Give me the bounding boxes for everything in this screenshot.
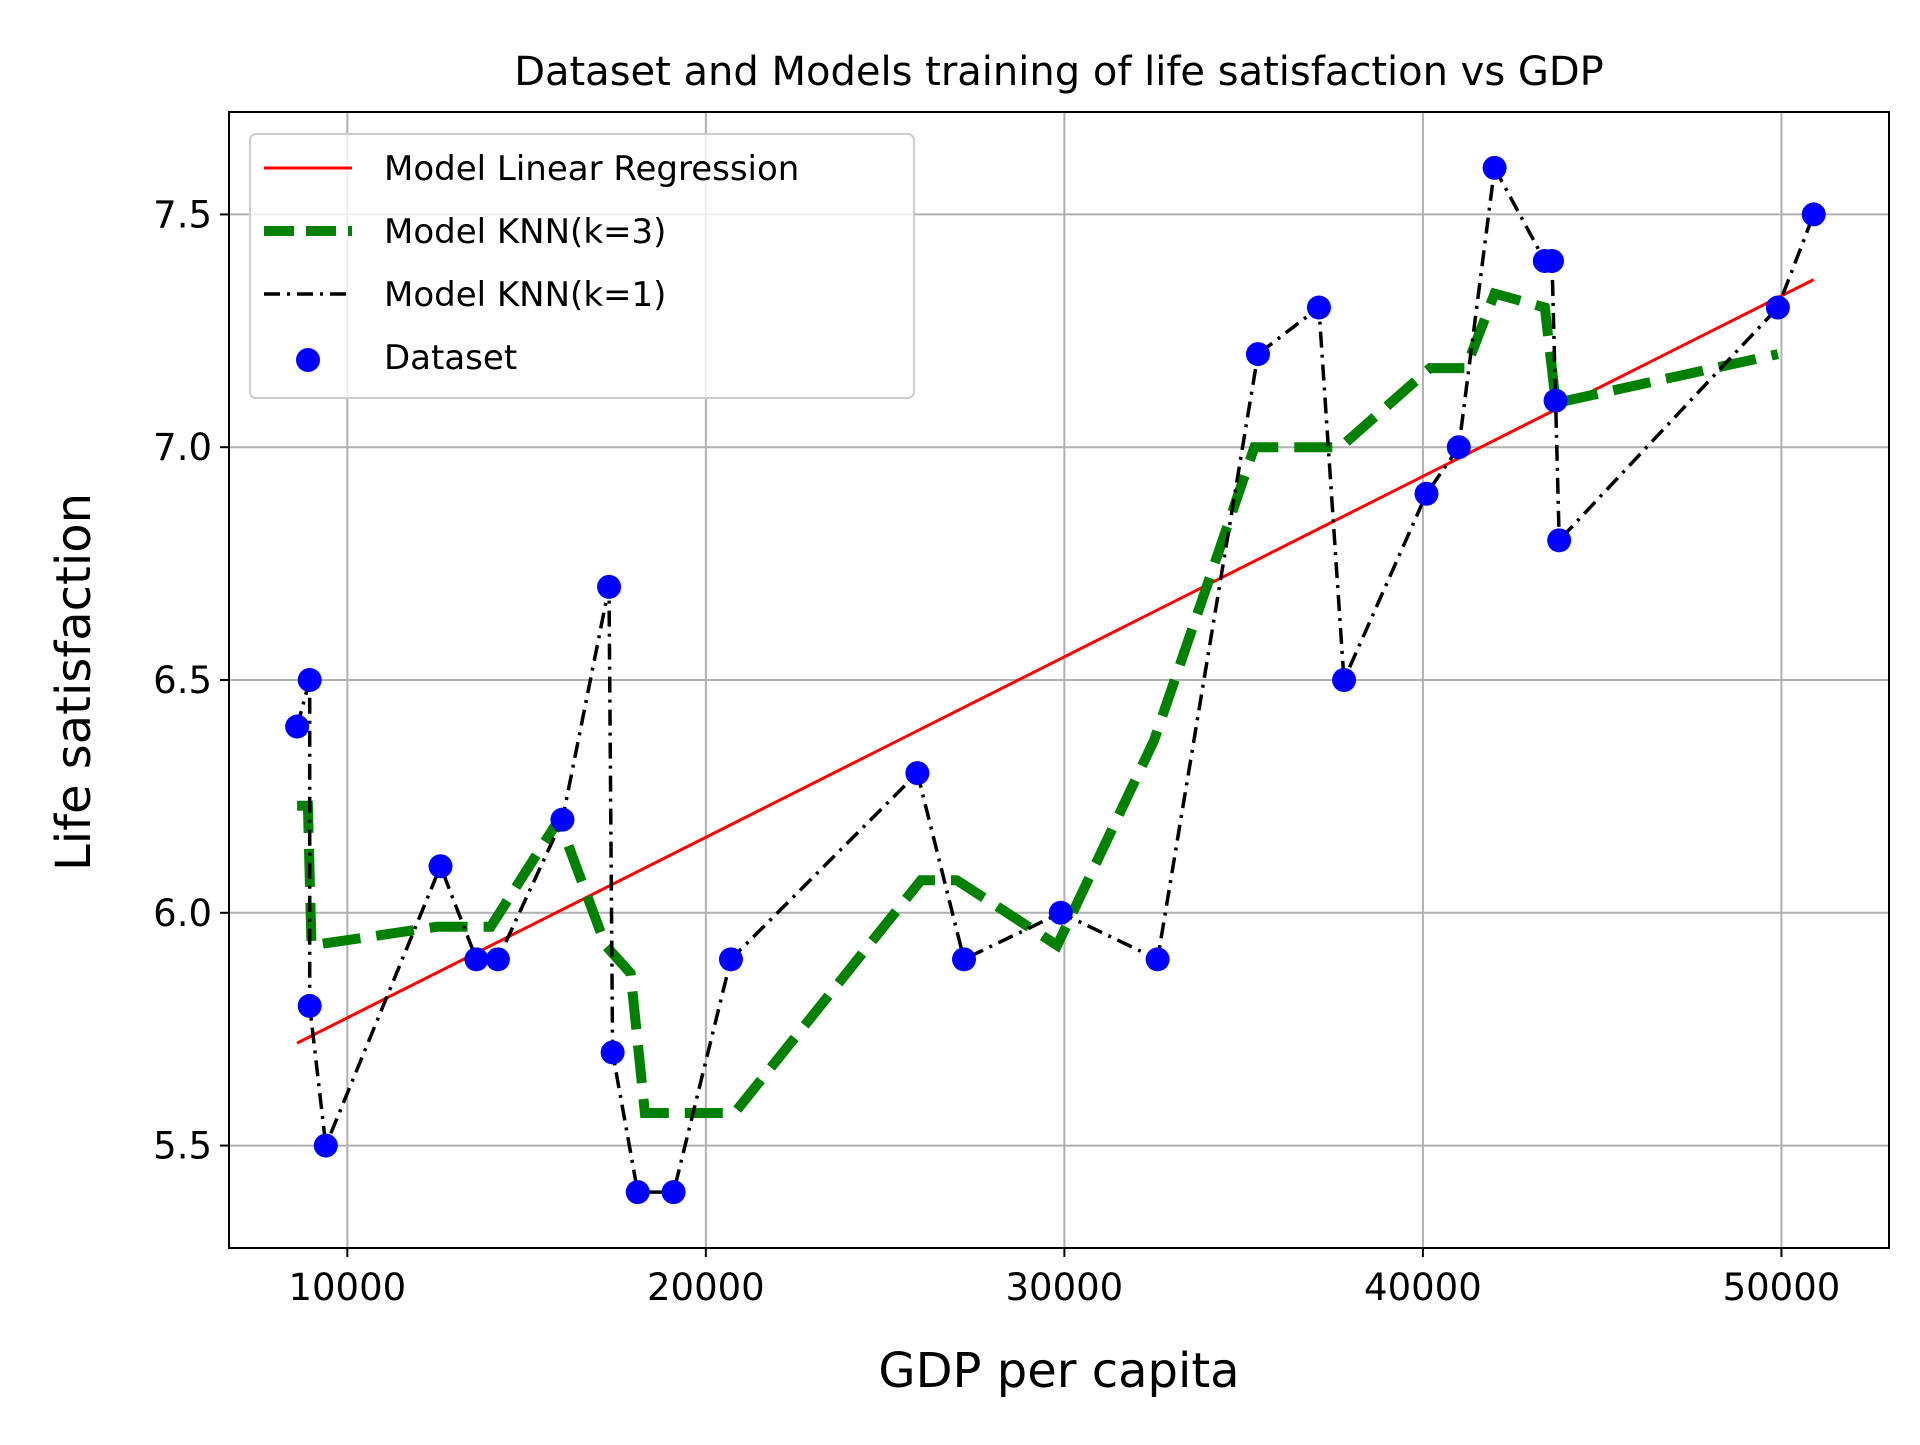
legend: Model Linear Regression Model KNN(k=3) Mod… bbox=[249, 133, 915, 399]
dataset-point bbox=[550, 807, 575, 832]
dataset-point bbox=[1482, 155, 1507, 180]
dataset-point bbox=[661, 1180, 686, 1205]
chart-title: Dataset and Models training of life sati… bbox=[514, 49, 1604, 95]
x-tick-label: 10000 bbox=[288, 1266, 406, 1309]
dataset-point bbox=[297, 668, 322, 692]
legend-label: Model KNN(k=1) bbox=[384, 275, 666, 315]
dataset-point bbox=[1539, 248, 1564, 273]
y-tick-label: 7.0 bbox=[153, 426, 212, 469]
dataset-point bbox=[485, 947, 510, 972]
dataset-point bbox=[1801, 202, 1826, 227]
dataset-point bbox=[1048, 900, 1073, 925]
x-tick-label: 50000 bbox=[1723, 1266, 1841, 1309]
dataset-point bbox=[1332, 668, 1357, 692]
dataset-point bbox=[1306, 295, 1331, 320]
dataset-point bbox=[600, 1040, 625, 1065]
dataset-point bbox=[285, 714, 310, 739]
dataset-point bbox=[1414, 481, 1439, 506]
dataset-point bbox=[428, 854, 453, 879]
y-axis-title: Life satisfaction bbox=[46, 493, 102, 871]
dataset-point bbox=[1765, 295, 1790, 320]
x-tick-label: 40000 bbox=[1364, 1266, 1482, 1309]
series-line-model-knn-k-3 bbox=[297, 287, 1779, 1118]
dataset-point bbox=[1245, 342, 1270, 367]
legend-label: Model KNN(k=3) bbox=[384, 212, 666, 252]
y-tick-label: 6.0 bbox=[153, 892, 212, 935]
legend-swatch bbox=[296, 348, 320, 372]
legend-label: Model Linear Regression bbox=[384, 149, 799, 189]
dataset-point bbox=[597, 574, 622, 599]
dataset-point bbox=[905, 761, 930, 786]
dataset-point bbox=[297, 993, 322, 1018]
y-tick-label: 5.5 bbox=[153, 1125, 212, 1168]
legend-box bbox=[249, 133, 915, 399]
plot-area bbox=[285, 155, 1826, 1205]
dataset-point bbox=[1145, 947, 1170, 972]
axis-ticks: 10000 20000 30000 40000 50000 5.5 6.0 6.5 7.0 7.5 bbox=[153, 193, 1840, 1309]
y-tick-label: 6.5 bbox=[153, 659, 212, 702]
x-tick-label: 30000 bbox=[1006, 1266, 1124, 1309]
dataset-point bbox=[1446, 435, 1471, 460]
x-axis-title: GDP per capita bbox=[878, 1343, 1239, 1399]
dataset-point bbox=[313, 1133, 338, 1158]
dataset-point bbox=[1547, 528, 1572, 553]
dataset-point bbox=[625, 1180, 650, 1205]
x-tick-label: 20000 bbox=[647, 1266, 765, 1309]
dataset-point bbox=[464, 947, 489, 972]
dataset-point bbox=[1543, 388, 1568, 413]
dataset-point bbox=[718, 947, 743, 972]
dataset-point bbox=[951, 947, 976, 972]
legend-label: Dataset bbox=[384, 338, 517, 378]
y-tick-label: 7.5 bbox=[153, 193, 212, 236]
